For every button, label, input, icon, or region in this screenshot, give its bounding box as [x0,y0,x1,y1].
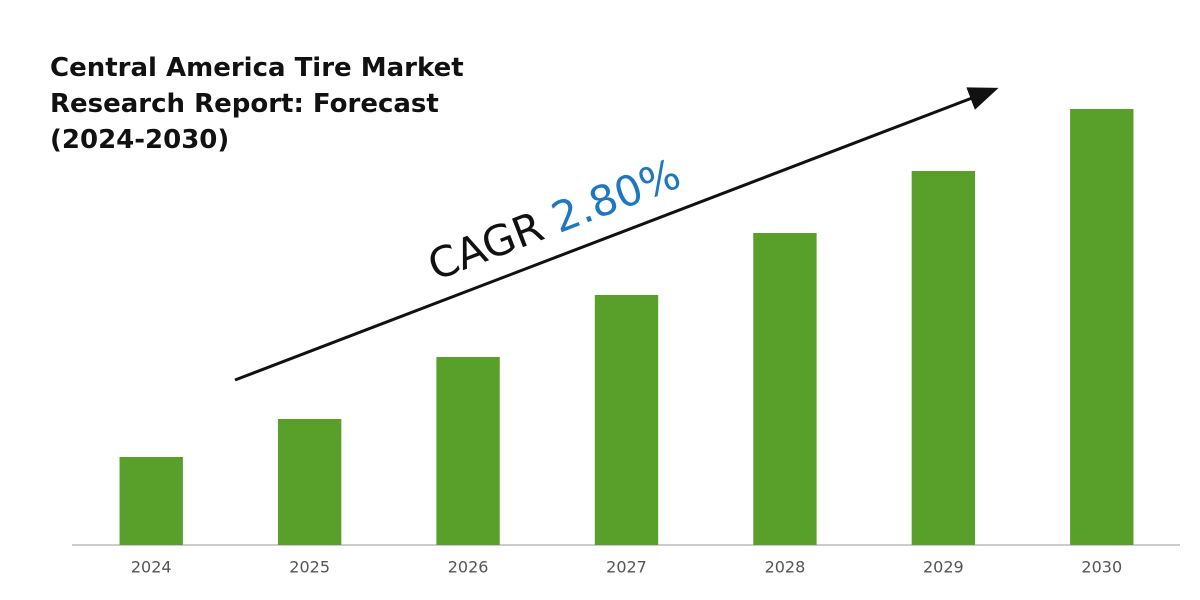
bar [594,295,659,545]
x-tick-label: 2029 [923,558,964,577]
cagr-label: CAGR [421,201,550,289]
bar [436,357,500,545]
x-tick-label: 2025 [289,558,330,577]
x-tick-label: 2026 [448,558,489,577]
chart-title: Central America Tire Market Research Rep… [50,53,464,155]
trend-arrow [234,87,999,382]
bar [1070,109,1134,545]
x-tick-label: 2030 [1081,558,1122,577]
bar [911,171,976,545]
x-tick-label: 2028 [765,558,806,577]
bar [753,233,817,545]
cagr-annotation: CAGR 2.80% [421,149,687,290]
cagr-value: 2.80% [545,149,687,243]
x-tick-label: 2027 [606,558,647,577]
bar [277,419,342,545]
x-tick-label: 2024 [131,558,172,577]
bar [119,457,183,545]
